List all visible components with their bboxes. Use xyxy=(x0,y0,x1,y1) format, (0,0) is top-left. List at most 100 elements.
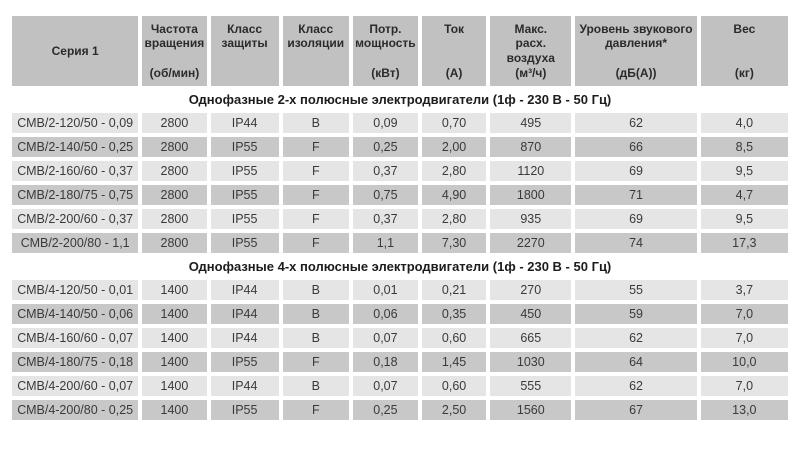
table-row: СМВ/2-160/60 - 0,37 2800 IP55 F 0,37 2,80 1120… xyxy=(12,161,788,181)
value-cell: F xyxy=(282,400,349,420)
value-cell: 7,0 xyxy=(700,376,788,396)
value-cell: 17,3 xyxy=(700,233,788,253)
value-cell: IP55 xyxy=(210,400,279,420)
column-label: Потр. мощность xyxy=(355,22,416,51)
model-cell: СМВ/4-160/60 - 0,07 xyxy=(12,328,139,348)
value-cell: 2800 xyxy=(142,161,207,181)
value-cell: 0,06 xyxy=(352,304,419,324)
value-cell: F xyxy=(282,209,349,229)
column-header-protection-class: Класс защиты xyxy=(210,16,279,86)
section-title: Однофазные 4-х полюсные электродвигатели… xyxy=(12,257,788,276)
value-cell: 2800 xyxy=(142,233,207,253)
value-cell: 9,5 xyxy=(700,209,788,229)
value-cell: IP44 xyxy=(210,280,279,300)
value-cell: 62 xyxy=(575,113,697,133)
column-header-insulation-class: Класс изоляции xyxy=(282,16,349,86)
value-cell: 0,18 xyxy=(352,352,419,372)
value-cell: 1400 xyxy=(142,304,207,324)
table-row: СМВ/4-200/60 - 0,07 1400 IP44 B 0,07 0,60 555 6… xyxy=(12,376,788,396)
model-cell: СМВ/2-120/50 - 0,09 xyxy=(12,113,139,133)
value-cell: 1400 xyxy=(142,352,207,372)
model-cell: СМВ/4-180/75 - 0,18 xyxy=(12,352,139,372)
value-cell: 1030 xyxy=(490,352,572,372)
value-cell: 2,80 xyxy=(422,161,487,181)
section-header-row: Однофазные 4-х полюсные электродвигатели… xyxy=(12,257,788,276)
value-cell: 7,0 xyxy=(700,304,788,324)
value-cell: F xyxy=(282,352,349,372)
table-row: СМВ/2-200/80 - 1,1 2800 IP55 F 1,1 7,30 2270 74… xyxy=(12,233,788,253)
value-cell: 0,25 xyxy=(352,137,419,157)
value-cell: IP55 xyxy=(210,161,279,181)
value-cell: 0,25 xyxy=(352,400,419,420)
column-label: Класс изоляции xyxy=(287,22,345,51)
value-cell: F xyxy=(282,185,349,205)
section-title: Однофазные 2-х полюсные электродвигатели… xyxy=(12,90,788,109)
model-cell: СМВ/2-200/60 - 0,37 xyxy=(12,209,139,229)
column-label: Макс. расх. воздуха xyxy=(506,22,555,65)
value-cell: 0,37 xyxy=(352,161,419,181)
value-cell: 0,60 xyxy=(422,376,487,396)
value-cell: 0,60 xyxy=(422,328,487,348)
value-cell: 62 xyxy=(575,328,697,348)
value-cell: B xyxy=(282,376,349,396)
column-label: Класс защиты xyxy=(221,22,268,51)
value-cell: 1,1 xyxy=(352,233,419,253)
model-cell: СМВ/4-140/50 - 0,06 xyxy=(12,304,139,324)
value-cell: 2800 xyxy=(142,209,207,229)
value-cell: 2800 xyxy=(142,113,207,133)
value-cell: 2,00 xyxy=(422,137,487,157)
value-cell: 1400 xyxy=(142,400,207,420)
table-row: СМВ/4-140/50 - 0,06 1400 IP44 B 0,06 0,35 450 5… xyxy=(12,304,788,324)
column-unit: (кг) xyxy=(734,65,754,80)
value-cell: 0,09 xyxy=(352,113,419,133)
value-cell: B xyxy=(282,280,349,300)
value-cell: 4,90 xyxy=(422,185,487,205)
value-cell: 67 xyxy=(575,400,697,420)
value-cell: 7,30 xyxy=(422,233,487,253)
value-cell: 71 xyxy=(575,185,697,205)
value-cell: 13,0 xyxy=(700,400,788,420)
value-cell: 2800 xyxy=(142,185,207,205)
value-cell: 2270 xyxy=(490,233,572,253)
value-cell: F xyxy=(282,161,349,181)
column-unit: (об/мин) xyxy=(149,65,200,80)
model-cell: СМВ/4-120/50 - 0,01 xyxy=(12,280,139,300)
table-row: СМВ/4-120/50 - 0,01 1400 IP44 B 0,01 0,21 270 5… xyxy=(12,280,788,300)
value-cell: IP44 xyxy=(210,376,279,396)
column-label: Частота вращения xyxy=(144,22,205,51)
value-cell: IP55 xyxy=(210,233,279,253)
value-cell: IP44 xyxy=(210,304,279,324)
column-header-airflow: Макс. расх. воздуха (м³/ч) xyxy=(490,16,572,86)
table-row: СМВ/2-140/50 - 0,25 2800 IP55 F 0,25 2,00 870 6… xyxy=(12,137,788,157)
column-header-sound-level: Уровень звукового давления* (дБ(А)) xyxy=(575,16,697,86)
value-cell: 59 xyxy=(575,304,697,324)
value-cell: 0,07 xyxy=(352,328,419,348)
column-header-series: Серия 1 xyxy=(12,16,139,86)
column-header-current: Ток (А) xyxy=(422,16,487,86)
value-cell: 62 xyxy=(575,376,697,396)
value-cell: IP44 xyxy=(210,328,279,348)
value-cell: 0,75 xyxy=(352,185,419,205)
column-header-power: Потр. мощность (кВт) xyxy=(352,16,419,86)
table-row: СМВ/4-160/60 - 0,07 1400 IP44 B 0,07 0,60 665 6… xyxy=(12,328,788,348)
value-cell: 270 xyxy=(490,280,572,300)
value-cell: 69 xyxy=(575,209,697,229)
value-cell: 0,01 xyxy=(352,280,419,300)
model-cell: СМВ/2-180/75 - 0,75 xyxy=(12,185,139,205)
value-cell: 1400 xyxy=(142,376,207,396)
value-cell: 69 xyxy=(575,161,697,181)
column-unit: (А) xyxy=(445,65,463,80)
section-header-row: Однофазные 2-х полюсные электродвигатели… xyxy=(12,90,788,109)
value-cell: IP55 xyxy=(210,352,279,372)
value-cell: 450 xyxy=(490,304,572,324)
column-header-weight: Вес (кг) xyxy=(700,16,788,86)
value-cell: B xyxy=(282,328,349,348)
value-cell: 10,0 xyxy=(700,352,788,372)
value-cell: 3,7 xyxy=(700,280,788,300)
value-cell: IP55 xyxy=(210,137,279,157)
value-cell: 1400 xyxy=(142,328,207,348)
value-cell: IP44 xyxy=(210,113,279,133)
table-body: Однофазные 2-х полюсные электродвигатели… xyxy=(12,90,788,420)
column-unit: (м³/ч) xyxy=(515,65,547,80)
value-cell: 935 xyxy=(490,209,572,229)
